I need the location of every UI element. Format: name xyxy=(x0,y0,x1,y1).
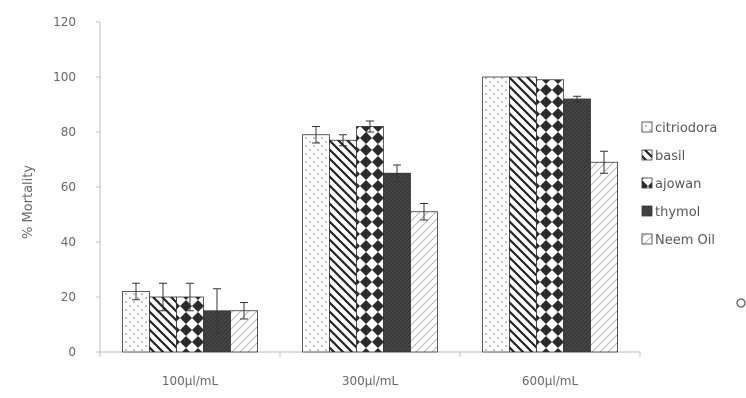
bar-diagonal-stripes xyxy=(509,76,537,353)
y-axis-label: % Mortality xyxy=(21,165,36,239)
bar-diagonal-stripes xyxy=(329,139,357,353)
bars-group xyxy=(122,76,618,353)
legend-label: thymol xyxy=(655,205,700,220)
y-axis: 0 20 40 60 80 100 120 xyxy=(53,15,101,359)
bar-light-hatch xyxy=(590,161,618,353)
bar-dots xyxy=(482,76,510,353)
x-tick-label: 100μl/mL xyxy=(162,374,219,388)
bar-solid-dark xyxy=(383,172,411,353)
legend-swatch xyxy=(641,233,653,245)
y-tick-label: 40 xyxy=(61,235,76,249)
y-tick-label: 100 xyxy=(53,70,76,84)
legend-swatch xyxy=(641,177,653,189)
legend-label: basil xyxy=(655,149,685,164)
bar-dots xyxy=(302,134,330,353)
bar-dots xyxy=(122,291,150,353)
bar-diamonds xyxy=(536,79,564,353)
legend-label: Neem Oil xyxy=(655,233,715,248)
bar-solid-dark xyxy=(563,98,591,353)
legend: citriodora basil ajowan thymol Neem Oil xyxy=(641,121,717,248)
x-tick-label: 300μl/mL xyxy=(342,374,399,388)
y-tick-label: 80 xyxy=(61,125,76,139)
legend-swatch xyxy=(641,149,653,161)
y-tick-label: 20 xyxy=(61,290,76,304)
x-axis: 100μl/mL 300μl/mL 600μl/mL xyxy=(99,351,641,388)
y-tick-label: 60 xyxy=(61,180,76,194)
legend-label: citriodora xyxy=(655,121,717,136)
x-tick-label: 600μl/mL xyxy=(522,374,579,388)
legend-swatch xyxy=(641,121,653,133)
legend-swatch xyxy=(641,205,653,217)
bar-light-hatch xyxy=(410,211,438,353)
bar-diamonds xyxy=(356,126,384,353)
y-tick-label: 0 xyxy=(68,345,76,359)
bar-diagonal-stripes xyxy=(149,296,177,353)
stray-circle-mark xyxy=(736,298,746,308)
y-tick-label: 120 xyxy=(53,15,76,29)
legend-label: ajowan xyxy=(655,177,701,192)
